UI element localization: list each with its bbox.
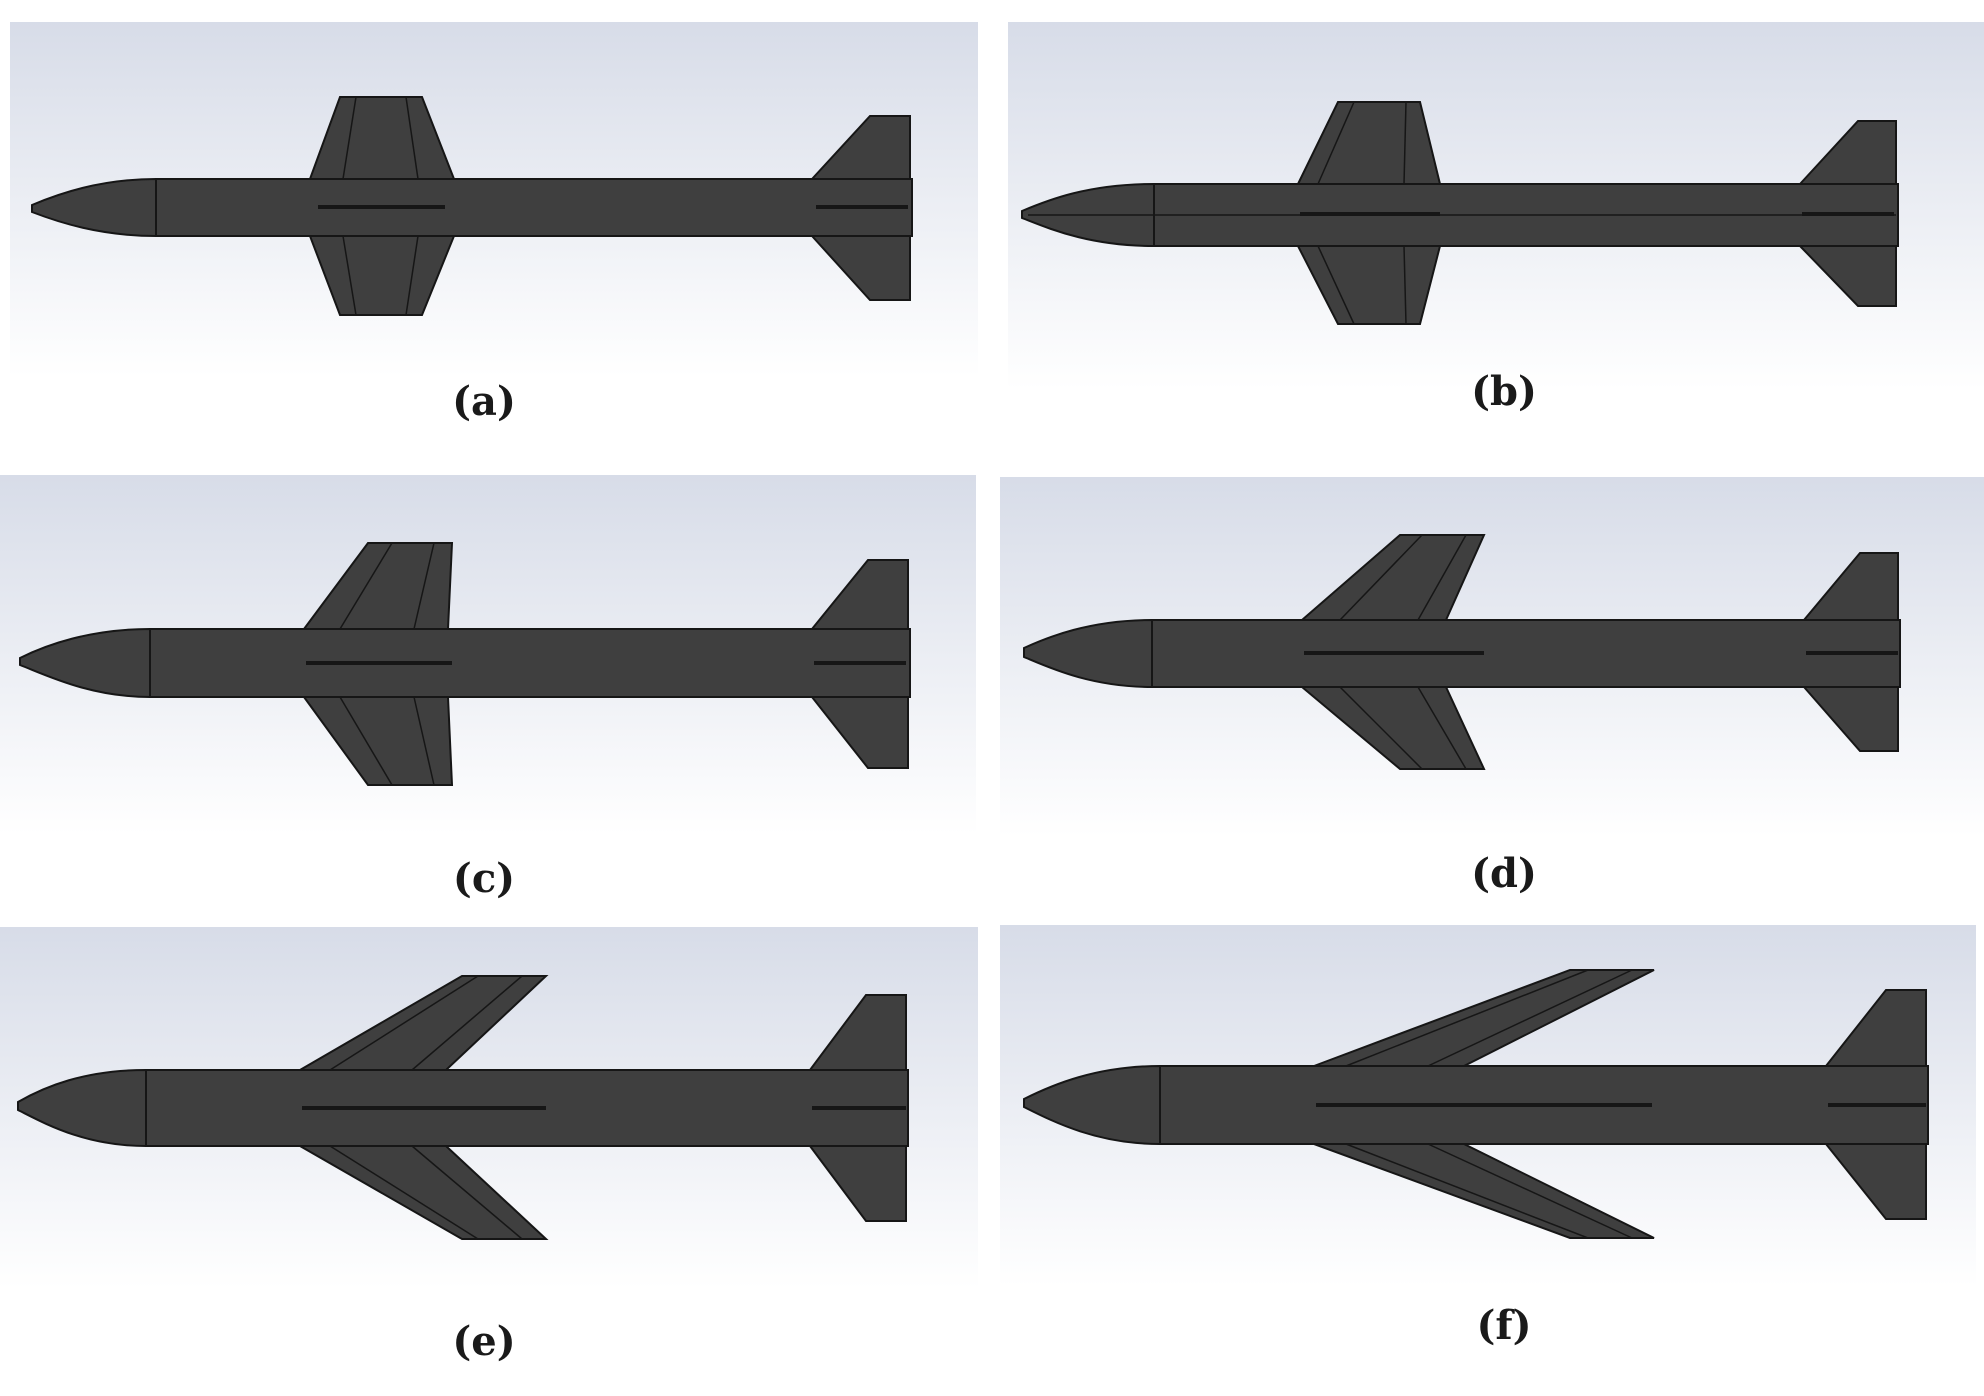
wing-rib — [411, 975, 523, 1071]
wing-rib — [1339, 534, 1423, 621]
wing-rib — [1427, 969, 1633, 1067]
wing-rib — [339, 696, 393, 786]
wing-rib — [1317, 245, 1355, 325]
wing-rib — [413, 696, 435, 786]
caption-d: (d) — [1471, 850, 1537, 897]
nose-cone — [17, 1068, 147, 1148]
wing-rib — [1345, 1143, 1589, 1239]
missile-d — [1023, 534, 1901, 770]
missile-b — [1021, 101, 1899, 325]
caption-b: (b) — [1471, 368, 1537, 415]
missile-panel-a — [10, 22, 978, 377]
wing-rib — [1345, 969, 1589, 1067]
wing-rib — [405, 96, 419, 180]
wing-rib — [405, 235, 419, 316]
wing-rib — [342, 96, 357, 180]
wing-rib — [1317, 101, 1355, 185]
missile-panel-d — [1000, 477, 1984, 837]
caption-f: (f) — [1476, 1302, 1532, 1349]
missile-panel-f — [1000, 925, 1976, 1287]
missile-panel-e — [0, 927, 978, 1289]
missile-panel-c — [0, 475, 976, 835]
fuselage — [1151, 619, 1901, 688]
nose-cone — [19, 627, 151, 699]
caption-e: (e) — [452, 1318, 516, 1365]
wing-rib — [413, 542, 435, 630]
nose-cone — [1023, 1064, 1161, 1146]
missile-a-illustration — [10, 22, 978, 377]
missile-b-illustration — [1008, 22, 1984, 390]
wing-rib — [329, 975, 479, 1071]
fuselage — [149, 628, 911, 698]
wing-rib — [1417, 534, 1467, 621]
missile-e-illustration — [0, 927, 978, 1289]
wing-rib — [1427, 1143, 1633, 1239]
missile-a — [31, 96, 913, 316]
missile-c-illustration — [0, 475, 976, 835]
nose-cone — [1023, 618, 1153, 689]
missile-c — [19, 542, 911, 786]
fuselage — [155, 178, 913, 237]
wing-rib — [1403, 101, 1407, 185]
missile-e — [17, 975, 909, 1240]
missile-f — [1023, 969, 1929, 1239]
wing-rib — [1339, 686, 1423, 770]
missile-panel-b — [1008, 22, 1984, 390]
caption-a: (a) — [452, 378, 516, 425]
wing-rib — [329, 1145, 479, 1240]
wing-rib — [1403, 245, 1407, 325]
missile-f-illustration — [1000, 925, 1976, 1287]
wing-rib — [1417, 686, 1467, 770]
missile-d-illustration — [1000, 477, 1984, 837]
nose-cone — [31, 177, 157, 238]
caption-c: (c) — [452, 855, 516, 902]
wing-rib — [339, 542, 393, 630]
wing-rib — [411, 1145, 523, 1240]
wing-rib — [342, 235, 357, 316]
